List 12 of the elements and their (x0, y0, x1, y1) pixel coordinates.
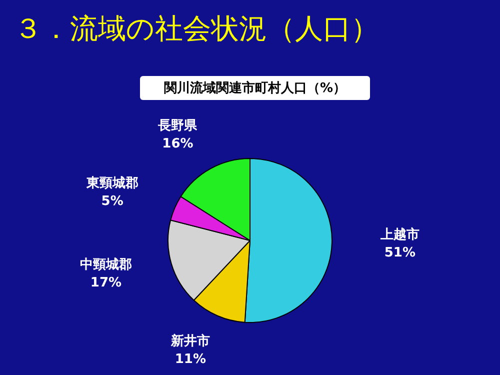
data-label: 11% (174, 352, 206, 368)
data-label: 16% (162, 136, 194, 152)
slice-label: 長野県 (157, 118, 198, 134)
data-label: 51% (384, 246, 416, 261)
slice-label: 新井市 (170, 333, 210, 350)
data-label: 17% (90, 275, 122, 290)
slice-label: 東頸城郡 (85, 176, 138, 192)
chart-subtitle: 関川流域関連市町村人口（%） (140, 76, 370, 100)
slice-label: 上越市 (379, 226, 420, 243)
chart-title: ３．流域の社会状況（人口） (14, 11, 379, 47)
data-label: 5% (101, 194, 124, 210)
slice-label: 中頸城郡 (80, 257, 132, 272)
